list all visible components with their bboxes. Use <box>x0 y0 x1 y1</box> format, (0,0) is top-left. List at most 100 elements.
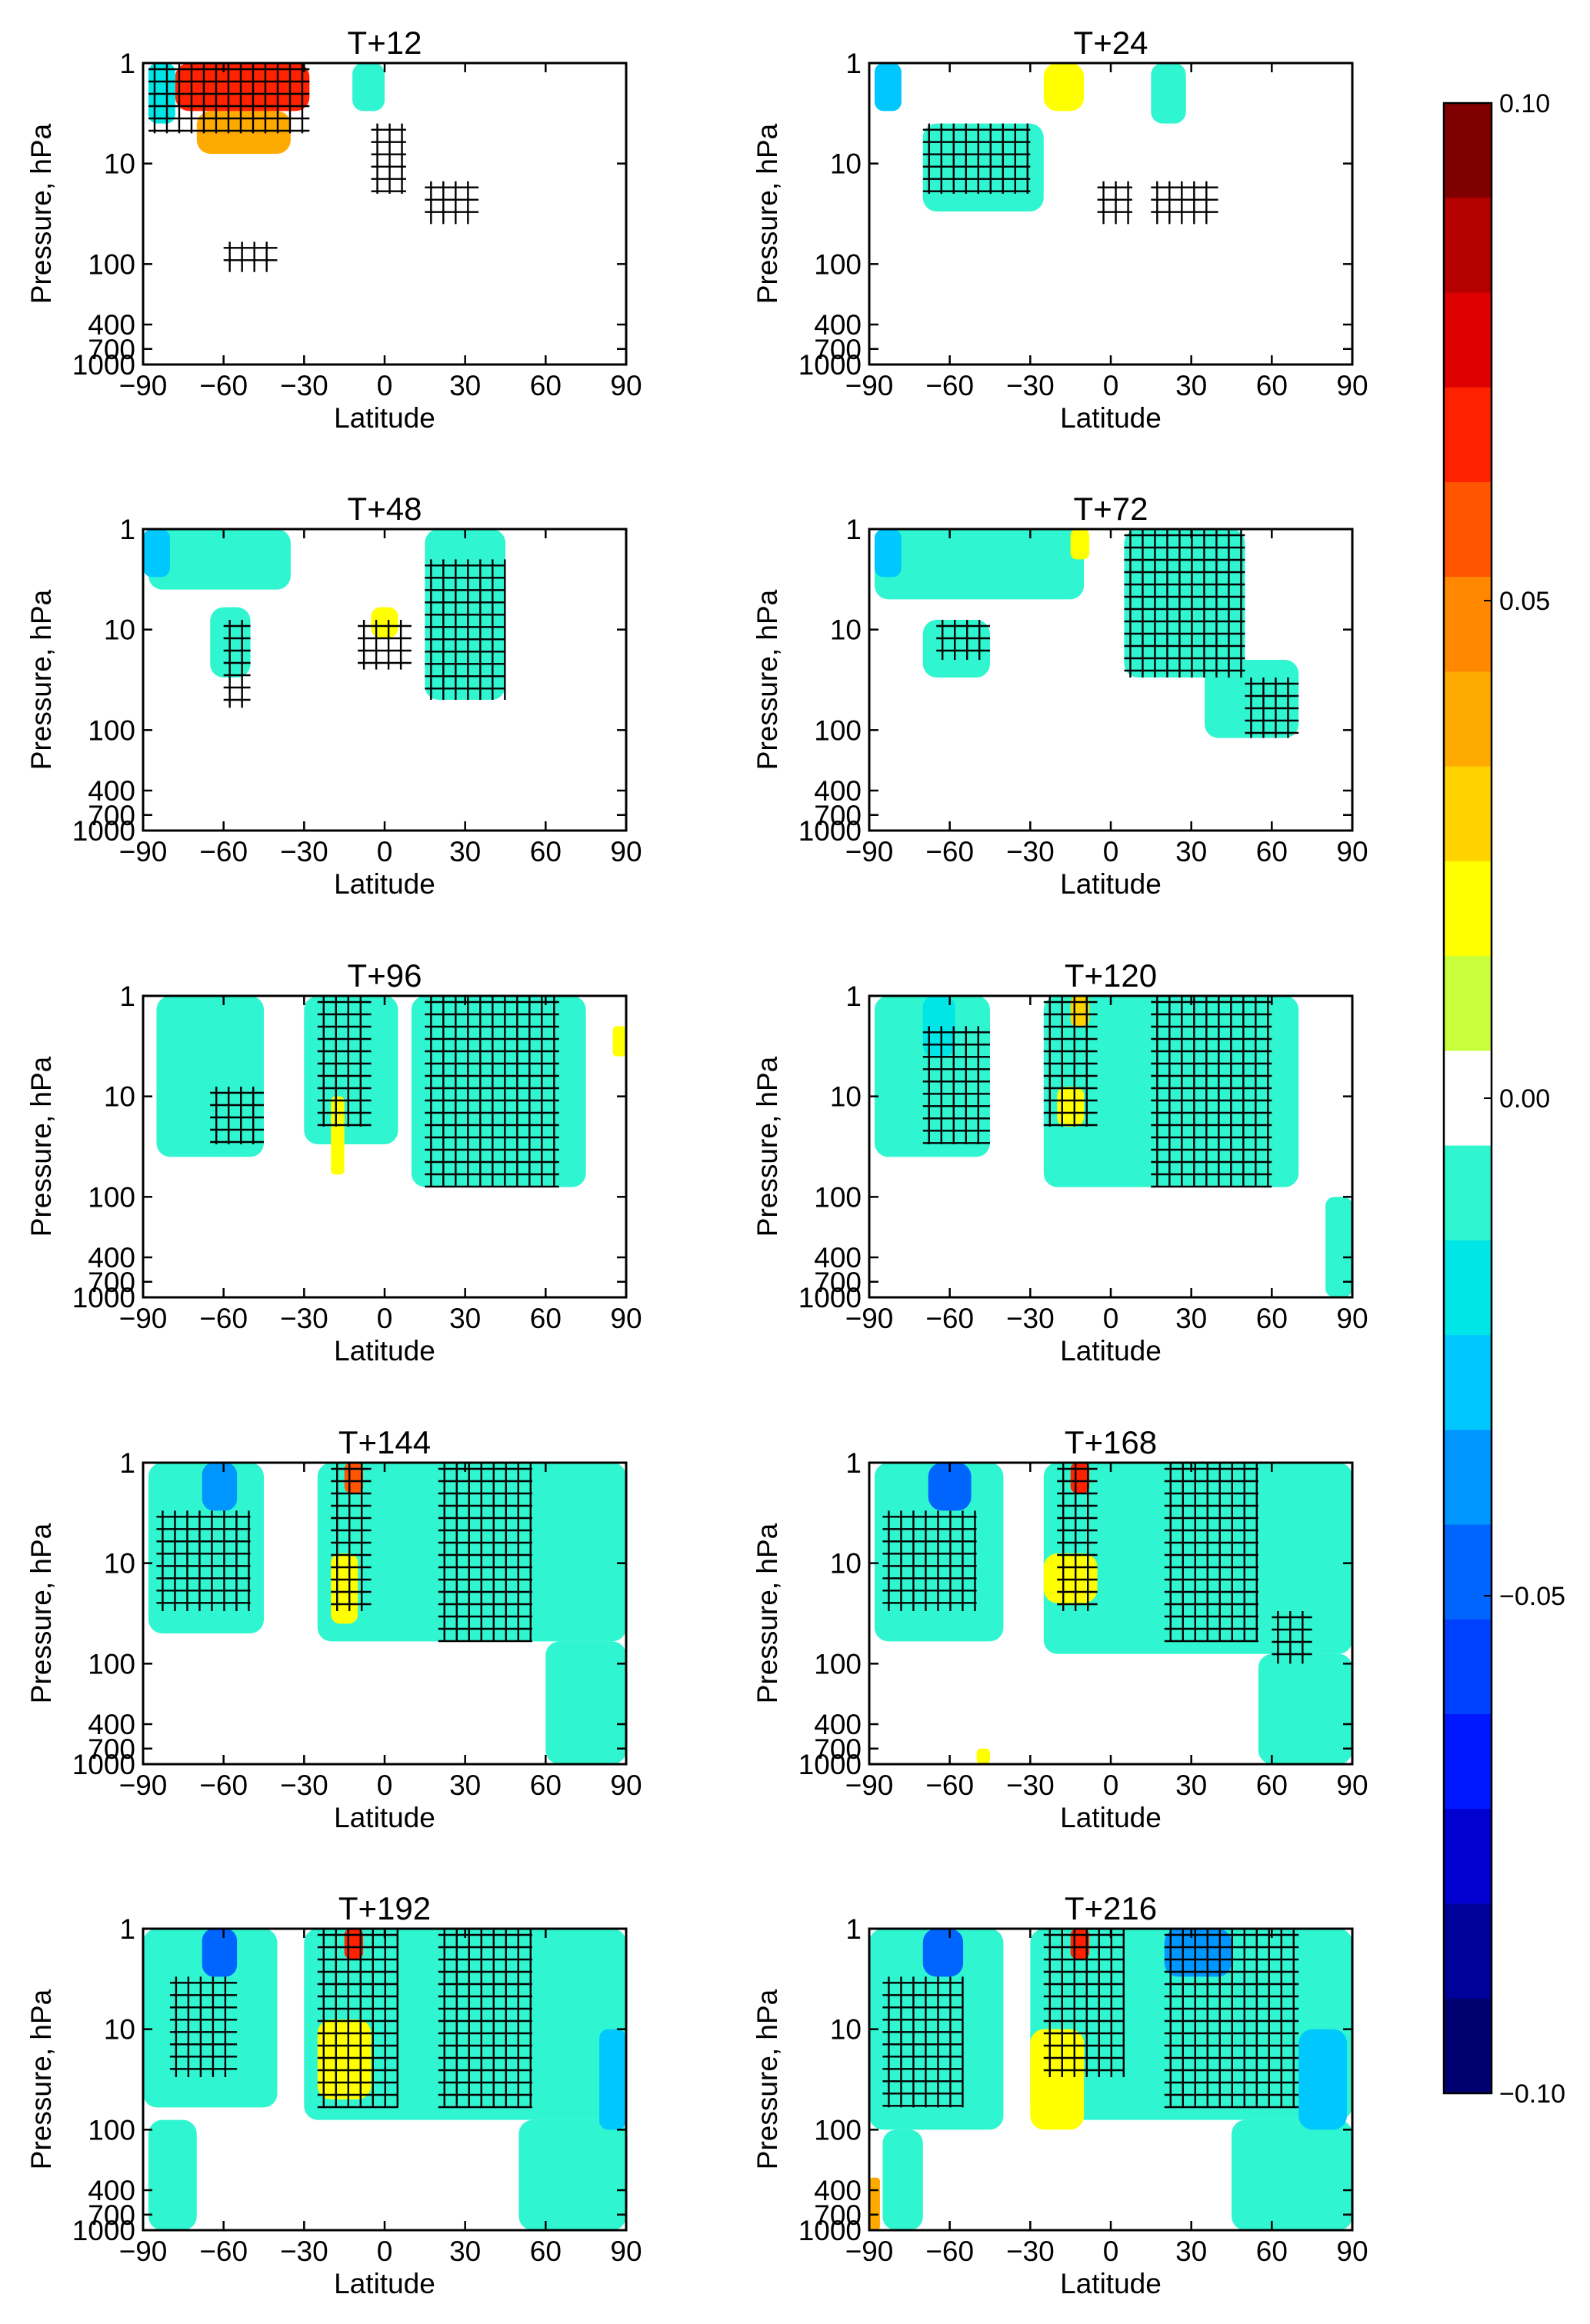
y-tick-label: 400 <box>88 2175 135 2206</box>
x-axis-label: Latitude <box>334 402 435 434</box>
x-tick-label: 30 <box>1175 370 1207 401</box>
colorbar-swatch <box>1444 1903 1492 1999</box>
x-tick-label: 90 <box>610 1303 642 1334</box>
panel-title: T+168 <box>1065 1424 1157 1460</box>
x-tick-label: −90 <box>119 1303 168 1334</box>
colorbar-swatch <box>1444 1335 1492 1430</box>
x-tick-label: 0 <box>1103 370 1119 401</box>
colorbar-swatch <box>1444 1619 1492 1715</box>
significance-hatch <box>882 1510 977 1612</box>
x-tick-label: 0 <box>1103 1770 1119 1801</box>
significance-hatch <box>425 181 479 225</box>
anomaly-region <box>317 1463 626 1642</box>
y-tick-label: 10 <box>830 614 862 646</box>
panel-title: T+216 <box>1065 1890 1157 1926</box>
colorbar-tick-label: 0.05 <box>1499 587 1550 616</box>
x-tick-label: 60 <box>1256 1770 1288 1801</box>
anomaly-region <box>1030 2029 1085 2130</box>
anomaly-region <box>331 1553 358 1624</box>
y-tick-label: 1000 <box>72 1282 135 1313</box>
significance-hatch <box>1272 1611 1312 1664</box>
x-tick-label: −60 <box>199 1303 248 1334</box>
anomaly-region <box>545 1641 626 1764</box>
anomaly-region <box>202 1929 238 1977</box>
anomaly-region <box>874 1463 1004 1642</box>
significance-hatch <box>317 996 372 1127</box>
y-tick-label: 1 <box>119 1913 135 1945</box>
x-tick-label: 90 <box>610 836 642 867</box>
colorbar-swatch <box>1444 577 1492 672</box>
colorbar-swatch <box>1444 481 1492 578</box>
colorbar-swatch <box>1444 1714 1492 1810</box>
anomaly-region <box>1043 996 1299 1187</box>
panel-title: T+12 <box>348 25 422 61</box>
y-tick-label: 100 <box>88 714 135 746</box>
y-tick-label: 1000 <box>72 349 135 381</box>
anomaly-region <box>869 1929 1004 2130</box>
colorbar-swatch <box>1444 1145 1492 1241</box>
y-axis-label: Pressure, hPa <box>25 589 57 770</box>
x-tick-label: 90 <box>1336 2236 1368 2267</box>
anomaly-region <box>922 620 990 678</box>
y-tick-label: 10 <box>104 148 135 180</box>
y-tick-label: 1 <box>119 981 135 1012</box>
y-tick-label: 1000 <box>798 815 862 847</box>
anomaly-region <box>1151 63 1186 124</box>
anomaly-region <box>1043 1553 1098 1603</box>
anomaly-region <box>612 1026 626 1057</box>
anomaly-region <box>344 1463 364 1493</box>
anomaly-region <box>1070 529 1090 560</box>
y-tick-label: 100 <box>814 1181 862 1213</box>
x-tick-label: −90 <box>119 1770 168 1801</box>
anomaly-region <box>599 2029 626 2130</box>
x-tick-label: 90 <box>1336 1303 1368 1334</box>
x-tick-label: −30 <box>280 1303 328 1334</box>
anomaly-region <box>869 2177 880 2230</box>
colorbar-swatch <box>1444 292 1492 388</box>
anomaly-region <box>1325 1197 1352 1297</box>
y-tick-label: 10 <box>104 614 135 646</box>
y-tick-label: 700 <box>814 2199 862 2231</box>
x-tick-label: −60 <box>925 1770 974 1801</box>
x-tick-label: −60 <box>925 1303 974 1334</box>
y-tick-label: 1000 <box>72 1749 135 1780</box>
y-tick-label: 1000 <box>72 2215 135 2246</box>
anomaly-region <box>317 2019 372 2099</box>
significance-hatch <box>1164 1929 1299 2109</box>
significance-hatch <box>169 1976 238 2078</box>
x-tick-label: 30 <box>449 370 481 401</box>
x-tick-label: 60 <box>530 1770 562 1801</box>
colorbar-swatch <box>1444 1430 1492 1526</box>
colorbar-swatch <box>1444 1240 1492 1336</box>
x-tick-label: −90 <box>845 370 894 401</box>
y-tick-label: 700 <box>88 800 135 831</box>
x-tick-label: −30 <box>280 370 328 401</box>
anomaly-region <box>1298 2029 1348 2130</box>
anomaly-region <box>1232 2119 1352 2230</box>
colorbar-tick-label: −0.05 <box>1499 1582 1565 1611</box>
y-tick-label: 1000 <box>798 349 862 381</box>
colorbar-swatch <box>1444 766 1492 862</box>
y-tick-label: 700 <box>814 1733 862 1765</box>
y-tick-label: 1 <box>119 1447 135 1479</box>
y-tick-label: 1 <box>845 1447 862 1479</box>
y-tick-label: 1 <box>119 514 135 545</box>
colorbar-swatch <box>1444 1998 1492 2094</box>
significance-hatch <box>922 1026 990 1145</box>
y-axis-label: Pressure, hPa <box>25 123 57 304</box>
y-tick-label: 10 <box>830 1081 862 1113</box>
x-axis-label: Latitude <box>334 2268 435 2299</box>
x-tick-label: 0 <box>377 1770 393 1801</box>
significance-hatch <box>223 620 251 708</box>
y-axis-label: Pressure, hPa <box>752 1056 783 1237</box>
x-tick-label: −30 <box>1006 836 1055 867</box>
significance-hatch <box>317 1929 398 2109</box>
significance-hatch <box>156 1510 251 1612</box>
significance-hatch <box>882 1976 964 2108</box>
anomaly-region <box>518 2119 626 2230</box>
x-tick-label: 30 <box>1175 836 1207 867</box>
colorbar-tick-label: 0.00 <box>1499 1084 1550 1114</box>
